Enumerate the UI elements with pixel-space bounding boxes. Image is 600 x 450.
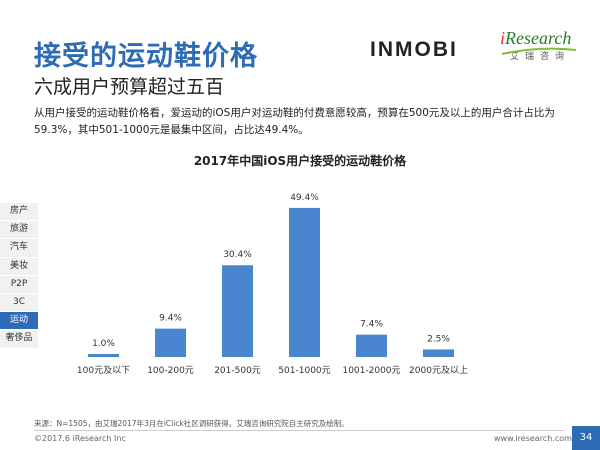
category-label-2: 201-500元	[214, 366, 261, 376]
sidebar-item-realestate[interactable]: 房产	[0, 203, 38, 222]
bar-chart: 1.0% 100元及以下 9.4% 100-200元 30.4% 201-500元 49.4…	[77, 193, 468, 376]
category-sidebar: 房产 旅游 汽车 美妆 P2P 3C 运动 奢侈品	[0, 203, 38, 349]
inmobi-logo: INMOBI	[370, 38, 458, 61]
category-label-0: 100元及以下	[77, 365, 130, 376]
category-label-1: 100-200元	[147, 366, 194, 376]
sidebar-item-p2p[interactable]: P2P	[0, 275, 38, 294]
bar-5	[423, 349, 454, 357]
bar-1	[155, 328, 186, 357]
bar-2	[222, 265, 253, 357]
value-label-4: 7.4%	[360, 320, 383, 330]
bar-4	[356, 334, 387, 357]
chart-title: 2017年中国iOS用户接受的运动鞋价格	[193, 154, 407, 168]
category-label-5: 2000元及以上	[409, 365, 468, 376]
bar-0	[88, 353, 119, 357]
bar-3	[289, 207, 320, 357]
iresearch-logo: iResearch 艾瑞咨询	[500, 28, 578, 74]
description: 从用户接受的运动鞋价格看，爱运动的iOS用户对运动鞋的付费意愿较高，预算在500…	[34, 107, 555, 136]
source-note: 来源：N=1505，由艾瑞2017年3月在iClick社区调研获得。艾瑞咨询研究…	[34, 419, 349, 428]
page-subtitle: 六成用户预算超过五百	[34, 76, 225, 98]
iresearch-logo-text: Research	[505, 28, 572, 48]
sidebar-item-3c[interactable]: 3C	[0, 293, 38, 313]
page-number: 34	[572, 426, 600, 450]
footer-divider	[34, 430, 564, 431]
footer-url: www.iresearch.com.cn	[494, 434, 584, 443]
iresearch-swoosh-icon	[501, 47, 577, 55]
sidebar-item-travel[interactable]: 旅游	[0, 221, 38, 240]
sidebar-item-auto[interactable]: 汽车	[0, 239, 38, 258]
category-label-4: 1001-2000元	[342, 366, 400, 376]
value-label-1: 9.4%	[159, 314, 182, 324]
iresearch-logo-cn: 艾瑞咨询	[510, 52, 571, 62]
page-title: 接受的运动鞋价格	[34, 41, 258, 72]
category-label-3: 501-1000元	[278, 366, 330, 376]
sidebar-item-luxury[interactable]: 奢侈品	[0, 330, 38, 349]
sidebar-item-beauty[interactable]: 美妆	[0, 257, 38, 276]
value-label-5: 2.5%	[427, 334, 450, 344]
value-label-3: 49.4%	[290, 193, 319, 203]
copyright: ©2017.6 iResearch Inc	[34, 434, 126, 443]
value-label-0: 1.0%	[92, 339, 115, 349]
iresearch-logo-i: i	[500, 28, 506, 48]
value-label-2: 30.4%	[223, 250, 252, 260]
sidebar-item-sports[interactable]: 运动	[0, 312, 38, 331]
